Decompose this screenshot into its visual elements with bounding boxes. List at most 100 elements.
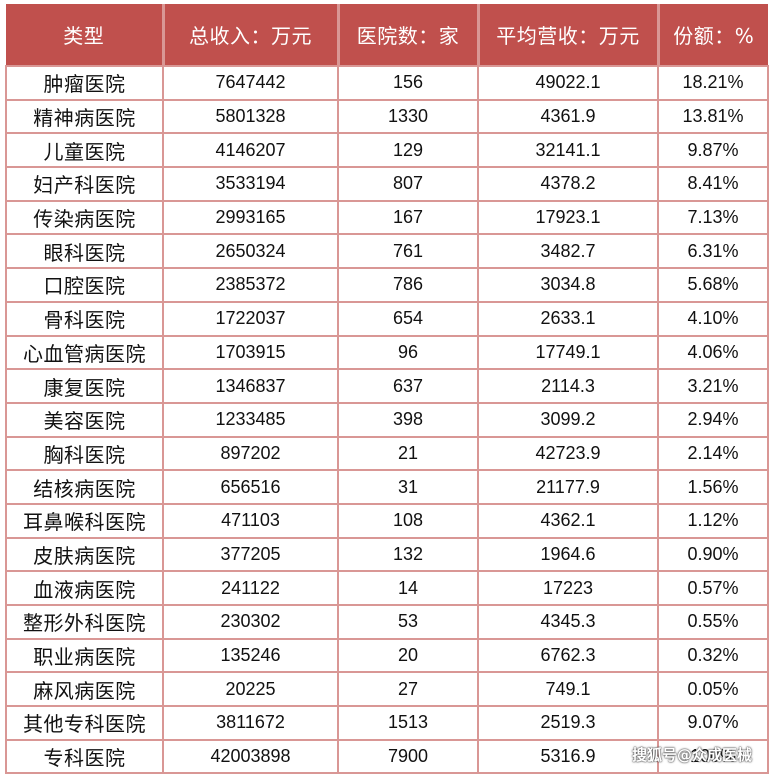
cell-type: 皮肤病医院 (5, 536, 164, 573)
cell-hospital-count: 132 (337, 536, 479, 573)
cell-average-revenue: 749.1 (477, 671, 659, 708)
cell-average-revenue: 4378.2 (477, 166, 659, 202)
cell-type: 口腔医院 (5, 267, 164, 303)
cell-type: 骨科医院 (5, 300, 164, 337)
cell-average-revenue: 17923.1 (477, 199, 659, 236)
cell-type: 眼科医院 (5, 233, 164, 270)
cell-type: 专科医院 (5, 738, 164, 775)
cell-total-revenue: 42003898 (162, 738, 339, 775)
cell-share: 2.14% (657, 435, 769, 472)
cell-total-revenue: 3533194 (162, 166, 339, 202)
cell-average-revenue: 42723.9 (477, 435, 659, 472)
cell-total-revenue: 20225 (162, 671, 339, 708)
cell-total-revenue: 2650324 (162, 233, 339, 270)
table-body: 肿瘤医院 7647442 156 49022.1 18.21% 精神病医院 5801328 1… (5, 65, 769, 775)
table-row: 肿瘤医院 7647442 156 49022.1 18.21% (5, 65, 769, 101)
cell-hospital-count: 761 (337, 233, 479, 270)
cell-share: 1.12% (657, 502, 769, 539)
hospital-revenue-table-container: 类型 总收入：万元 医院数：家 平均营收：万元 份额：% 肿瘤医院 7647442… (5, 4, 769, 775)
cell-share: 9.07% (657, 705, 769, 741)
cell-hospital-count: 21 (337, 435, 479, 472)
cell-hospital-count: 156 (337, 65, 479, 101)
table-row: 专科医院 42003898 7900 5316.9 100% (5, 738, 769, 775)
table-row: 精神病医院 5801328 1330 4361.9 13.81% (5, 98, 769, 135)
table-row: 耳鼻喉科医院 471103 108 4362.1 1.12% (5, 502, 769, 539)
cell-share: 4.06% (657, 334, 769, 371)
cell-share: 4.10% (657, 300, 769, 337)
header-row: 类型 总收入：万元 医院数：家 平均营收：万元 份额：% (6, 4, 768, 67)
cell-total-revenue: 2993165 (162, 199, 339, 236)
cell-share: 3.21% (657, 368, 769, 404)
table-row: 麻风病医院 20225 27 749.1 0.05% (5, 671, 769, 708)
header-hospital-count: 医院数：家 (336, 4, 480, 67)
cell-share: 9.87% (657, 132, 769, 169)
cell-share: 100% (657, 738, 769, 775)
cell-total-revenue: 241122 (162, 570, 339, 606)
header-total-revenue: 总收入：万元 (161, 4, 340, 67)
cell-average-revenue: 1964.6 (477, 536, 659, 573)
table-row: 胸科医院 897202 21 42723.9 2.14% (5, 435, 769, 472)
table-row: 心血管病医院 1703915 96 17749.1 4.06% (5, 334, 769, 371)
table-row: 职业病医院 135246 20 6762.3 0.32% (5, 637, 769, 674)
cell-hospital-count: 27 (337, 671, 479, 708)
table-row: 妇产科医院 3533194 807 4378.2 8.41% (5, 166, 769, 202)
cell-average-revenue: 17223 (477, 570, 659, 606)
table-row: 骨科医院 1722037 654 2633.1 4.10% (5, 300, 769, 337)
table-row: 其他专科医院 3811672 1513 2519.3 9.07% (5, 705, 769, 741)
cell-share: 8.41% (657, 166, 769, 202)
cell-total-revenue: 3811672 (162, 705, 339, 741)
cell-average-revenue: 4361.9 (477, 98, 659, 135)
cell-type: 传染病医院 (5, 199, 164, 236)
cell-total-revenue: 5801328 (162, 98, 339, 135)
cell-share: 6.31% (657, 233, 769, 270)
cell-total-revenue: 897202 (162, 435, 339, 472)
cell-average-revenue: 4345.3 (477, 604, 659, 640)
cell-share: 0.32% (657, 637, 769, 674)
cell-total-revenue: 135246 (162, 637, 339, 674)
cell-total-revenue: 1703915 (162, 334, 339, 371)
cell-type: 职业病医院 (5, 637, 164, 674)
table-header: 类型 总收入：万元 医院数：家 平均营收：万元 份额：% (6, 4, 768, 67)
cell-total-revenue: 7647442 (162, 65, 339, 101)
cell-share: 0.55% (657, 604, 769, 640)
cell-type: 血液病医院 (5, 570, 164, 606)
cell-share: 0.05% (657, 671, 769, 708)
cell-hospital-count: 637 (337, 368, 479, 404)
cell-hospital-count: 654 (337, 300, 479, 337)
cell-type: 胸科医院 (5, 435, 164, 472)
cell-share: 0.57% (657, 570, 769, 606)
cell-share: 18.21% (657, 65, 769, 101)
cell-type: 心血管病医院 (5, 334, 164, 371)
cell-hospital-count: 53 (337, 604, 479, 640)
cell-type: 康复医院 (5, 368, 164, 404)
cell-average-revenue: 21177.9 (477, 469, 659, 505)
cell-type: 其他专科医院 (5, 705, 164, 741)
cell-hospital-count: 7900 (337, 738, 479, 775)
cell-total-revenue: 4146207 (162, 132, 339, 169)
cell-average-revenue: 3034.8 (477, 267, 659, 303)
cell-hospital-count: 129 (337, 132, 479, 169)
cell-average-revenue: 2519.3 (477, 705, 659, 741)
cell-average-revenue: 6762.3 (477, 637, 659, 674)
cell-hospital-count: 96 (337, 334, 479, 371)
cell-hospital-count: 807 (337, 166, 479, 202)
cell-average-revenue: 2633.1 (477, 300, 659, 337)
cell-hospital-count: 786 (337, 267, 479, 303)
watermark: 搜狐号@众成医械 (632, 746, 753, 764)
cell-average-revenue: 32141.1 (477, 132, 659, 169)
cell-share: 13.81% (657, 98, 769, 135)
cell-type: 美容医院 (5, 401, 164, 438)
cell-type: 儿童医院 (5, 132, 164, 169)
cell-share: 0.90% (657, 536, 769, 573)
cell-type: 妇产科医院 (5, 166, 164, 202)
cell-type: 耳鼻喉科医院 (5, 502, 164, 539)
cell-share: 2.94% (657, 401, 769, 438)
cell-hospital-count: 108 (337, 502, 479, 539)
table-row: 皮肤病医院 377205 132 1964.6 0.90% (5, 536, 769, 573)
table-row: 口腔医院 2385372 786 3034.8 5.68% (5, 267, 769, 303)
cell-total-revenue: 1346837 (162, 368, 339, 404)
cell-share: 5.68% (657, 267, 769, 303)
cell-type: 整形外科医院 (5, 604, 164, 640)
cell-average-revenue: 2114.3 (477, 368, 659, 404)
cell-share: 1.56% (657, 469, 769, 505)
